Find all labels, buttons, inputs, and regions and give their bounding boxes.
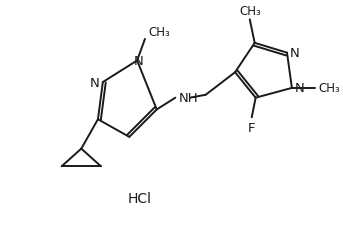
Text: N: N [290, 47, 300, 60]
Text: N: N [134, 55, 144, 68]
Text: N: N [90, 77, 100, 90]
Text: NH: NH [179, 92, 199, 105]
Text: CH₃: CH₃ [239, 5, 261, 18]
Text: HCl: HCl [128, 191, 152, 205]
Text: N: N [295, 82, 305, 95]
Text: F: F [248, 122, 256, 135]
Text: CH₃: CH₃ [148, 26, 170, 39]
Text: CH₃: CH₃ [318, 82, 340, 95]
